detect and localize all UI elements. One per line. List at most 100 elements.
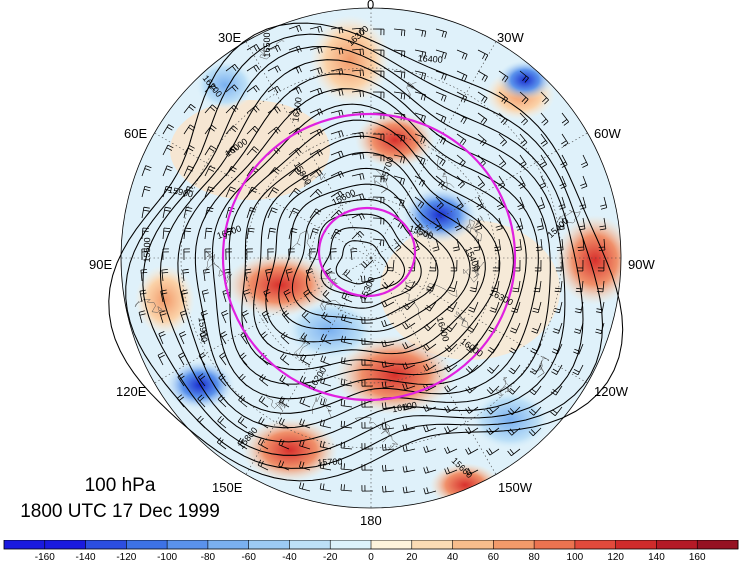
wind-barb [204, 206, 214, 219]
wind-barb [456, 91, 468, 103]
wind-barb [558, 196, 566, 210]
wind-barb [288, 227, 298, 240]
wind-barb [518, 175, 526, 189]
colorbar-swatch [126, 540, 168, 549]
wind-barb [435, 133, 447, 145]
wind-barb [561, 112, 570, 126]
wind-barb [456, 70, 468, 82]
wind-barb [246, 125, 260, 135]
wind-barb [486, 427, 500, 435]
wind-barb [517, 196, 525, 210]
wind-barb [361, 464, 374, 471]
wind-barb [204, 227, 213, 240]
wind-barb [597, 259, 605, 272]
wind-barb [486, 448, 500, 456]
wind-barb [361, 275, 374, 283]
wind-barb [320, 333, 332, 345]
wind-barb [246, 227, 255, 240]
wind-barb [351, 69, 364, 77]
wind-barb [456, 175, 465, 189]
wind-barb [393, 133, 406, 142]
coastline-segment [293, 335, 309, 361]
wind-barb [309, 208, 322, 219]
wind-barb [351, 27, 364, 35]
wind-barb [535, 238, 543, 251]
wind-barb [529, 364, 542, 375]
wind-barb [596, 301, 605, 314]
wind-barb [204, 165, 216, 177]
longitude-label-90e: 90E [89, 257, 113, 272]
wind-barb [423, 466, 437, 474]
wind-barb [540, 112, 549, 126]
wind-barb [393, 91, 406, 100]
wind-barb [575, 280, 584, 293]
wind-barb [556, 238, 564, 251]
wind-barb [300, 332, 311, 345]
wind-barb [300, 354, 311, 366]
wind-barb [330, 130, 344, 138]
height-contour [228, 119, 514, 385]
colorbar-swatch [248, 540, 290, 549]
wind-barb [237, 437, 248, 450]
wind-barb [576, 259, 584, 272]
wind-barb [423, 343, 437, 351]
wind-barb [351, 90, 364, 98]
wind-barb [330, 89, 344, 97]
wind-barb [320, 355, 332, 366]
height-contour [265, 167, 471, 344]
graticule-meridian [154, 257, 372, 384]
wind-barb [351, 212, 365, 221]
wind-barb [162, 206, 172, 219]
wind-barb [426, 280, 437, 292]
wind-barb [538, 175, 547, 189]
height-contours [108, 22, 624, 482]
wind-barb [139, 289, 147, 303]
graticule-meridian [370, 132, 588, 259]
wind-barb [496, 196, 505, 210]
wind-barb [423, 404, 437, 412]
wind-barb [279, 353, 290, 366]
coastline-segment [425, 283, 458, 297]
wind-barb [162, 124, 174, 135]
wind-barb [381, 381, 395, 389]
wind-barb [162, 248, 169, 261]
wind-barb [309, 108, 323, 116]
longitude-label-90w: 90W [628, 257, 655, 272]
wind-barb [361, 296, 374, 303]
wind-barb [225, 104, 239, 114]
wind-barb [321, 311, 332, 324]
colorbar-swatch [493, 540, 535, 549]
wind-barb [381, 319, 395, 328]
wind-barb [361, 443, 374, 450]
wind-barb [197, 394, 206, 408]
wind-barb [435, 196, 444, 210]
wind-barb [330, 26, 344, 34]
wind-barb [444, 343, 458, 353]
wind-barb [183, 248, 190, 261]
wind-barb [498, 70, 509, 83]
wind-barb [468, 301, 479, 313]
wind-barb [372, 175, 385, 183]
wind-barb [280, 331, 290, 345]
graticule-meridian [245, 41, 372, 259]
wind-barb [465, 426, 479, 435]
wind-barb [372, 133, 385, 141]
wind-barb [288, 187, 301, 198]
wind-barb [361, 401, 374, 408]
wind-barb [351, 230, 365, 240]
colorbar-tick-label: -160 [35, 552, 55, 561]
wind-barb [246, 44, 260, 52]
wind-barb [487, 364, 500, 374]
shading-warm-anomaly [242, 418, 338, 482]
colorbar-swatch [44, 540, 87, 549]
wind-barb [141, 186, 151, 198]
wind-barb [204, 124, 217, 135]
wind-barb [528, 406, 542, 416]
longitude-label-150w: 150W [498, 480, 532, 495]
coastline-segment [381, 417, 399, 451]
valid-time-label: 1800 UTC 17 Dec 1999 [20, 501, 220, 522]
wind-barb [225, 84, 239, 93]
wind-barb [532, 301, 542, 313]
wind-barb [465, 468, 479, 476]
wind-barb [204, 248, 211, 261]
